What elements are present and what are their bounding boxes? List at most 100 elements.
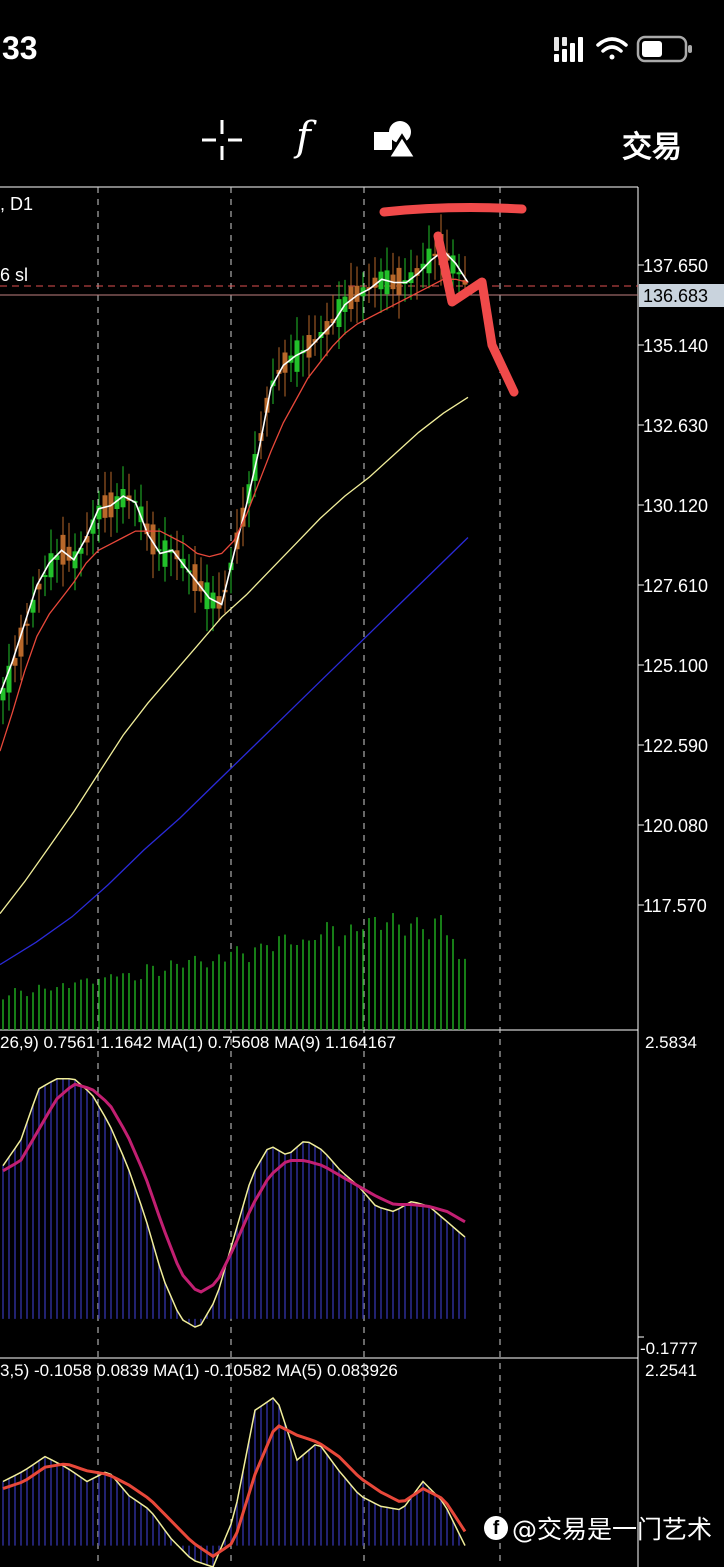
candle-body xyxy=(54,555,60,560)
candle-body xyxy=(60,534,66,565)
indicator-main-line xyxy=(2,1396,466,1567)
macd-axis-max: 2.5834 xyxy=(645,1033,697,1052)
status-icons xyxy=(554,35,692,63)
price-tick-label: 120.080 xyxy=(643,816,708,836)
candle-body xyxy=(42,575,48,578)
candle-body xyxy=(348,286,354,310)
vertical-grid xyxy=(97,187,501,1567)
candle-body xyxy=(120,488,126,508)
candle-body xyxy=(102,495,108,518)
candle-body xyxy=(150,524,156,555)
watermark-text: @交易是一门艺术 xyxy=(512,1515,713,1544)
candle-body xyxy=(174,550,180,560)
price-tick-label: 125.100 xyxy=(643,656,708,676)
candle-body xyxy=(12,658,18,666)
candle-body xyxy=(132,500,138,503)
candle-body xyxy=(186,570,192,573)
candle-body xyxy=(396,267,402,295)
ma-line-ma-white xyxy=(0,249,469,694)
candle-body xyxy=(72,551,78,569)
candle-body xyxy=(336,299,342,327)
osc-indicator xyxy=(2,1396,467,1567)
watermark: f @交易是一门艺术 xyxy=(484,1504,724,1552)
candle-body xyxy=(456,272,462,275)
indicator-signal-line xyxy=(2,1424,467,1559)
price-tick-label: 135.140 xyxy=(643,336,708,356)
timeframe-label: , D1 xyxy=(0,194,33,214)
candle-body xyxy=(324,321,330,335)
ma-line-ma-yellow xyxy=(0,396,469,914)
price-axis: 137.650 135.140 132.630 130.120 127.610 125.1… xyxy=(638,256,708,916)
price-tick-label: 137.650 xyxy=(643,256,708,276)
candle-body xyxy=(18,627,24,657)
candle-body xyxy=(192,564,198,591)
candle-body xyxy=(168,549,174,553)
candle-body xyxy=(240,507,246,527)
candle-body xyxy=(294,340,300,372)
candle-body xyxy=(144,523,150,535)
candle-body xyxy=(234,532,240,550)
ma-line-ma-red xyxy=(0,278,469,752)
macd-indicator xyxy=(2,1078,466,1328)
candle-body xyxy=(270,380,276,387)
candle-body xyxy=(354,285,360,302)
candle-body xyxy=(414,268,420,276)
objects-icon[interactable] xyxy=(372,118,418,162)
indicator-signal-line xyxy=(2,1082,466,1294)
candle-body xyxy=(246,484,252,504)
candle-body xyxy=(420,263,426,269)
candle-body xyxy=(138,506,144,523)
macd-header: 26,9) 0.7561 1.1642 MA(1) 0.75608 MA(9) … xyxy=(0,1033,396,1052)
candle-body xyxy=(78,547,84,554)
watermark-logo-icon: f xyxy=(484,1516,508,1540)
candle-body xyxy=(372,277,378,288)
price-tick-label: 117.570 xyxy=(643,896,707,916)
candle-body xyxy=(438,234,444,266)
candle-body xyxy=(306,335,312,358)
candle-body xyxy=(402,280,408,284)
candle-body xyxy=(30,599,36,613)
candle-body xyxy=(258,433,264,441)
candle-body xyxy=(0,688,6,701)
candle-body xyxy=(252,454,258,481)
macd-axis-min: -0.1777 xyxy=(640,1339,698,1358)
current-price-label: 136.683 xyxy=(643,286,708,306)
indicators-button[interactable]: f xyxy=(296,114,311,160)
trade-button[interactable]: 交易 xyxy=(622,130,682,165)
candle-body xyxy=(264,397,270,413)
sl-label: 6 sl xyxy=(0,265,28,285)
chart-toolbar: f 交易 xyxy=(0,100,724,185)
candle-body xyxy=(408,272,414,284)
function-icon: f xyxy=(296,114,311,160)
candle-body xyxy=(6,665,12,693)
candle-body xyxy=(180,558,186,569)
candle-body xyxy=(390,274,396,290)
price-tick-label: 132.630 xyxy=(643,416,708,436)
candle-body xyxy=(216,596,222,609)
price-tick-label: 130.120 xyxy=(643,496,708,516)
candle-body xyxy=(444,253,450,261)
price-tick-label: 122.590 xyxy=(643,736,708,756)
crosshair-icon[interactable] xyxy=(200,118,244,162)
candlesticks xyxy=(0,214,468,725)
osc-header: 3,5) -0.1058 0.0839 MA(1) -0.10582 MA(5)… xyxy=(0,1361,398,1380)
candle-body xyxy=(96,505,102,520)
candle-body xyxy=(432,253,438,257)
candle-body xyxy=(162,540,168,567)
candle-body xyxy=(378,271,384,290)
hand-drawn-annotation xyxy=(379,203,527,397)
candle-body xyxy=(204,582,210,610)
signal-bars-icon xyxy=(554,37,583,62)
osc-axis-max: 2.2541 xyxy=(645,1361,697,1380)
candle-body xyxy=(300,350,306,354)
candle-body xyxy=(156,549,162,552)
current-price-tag xyxy=(639,284,724,307)
candle-body xyxy=(288,355,294,363)
candle-body xyxy=(276,369,282,374)
moving-averages xyxy=(0,249,469,966)
candle-body xyxy=(330,318,336,324)
candle-body xyxy=(318,331,324,338)
clock-time: 33 xyxy=(2,30,38,66)
candle-body xyxy=(126,495,132,501)
